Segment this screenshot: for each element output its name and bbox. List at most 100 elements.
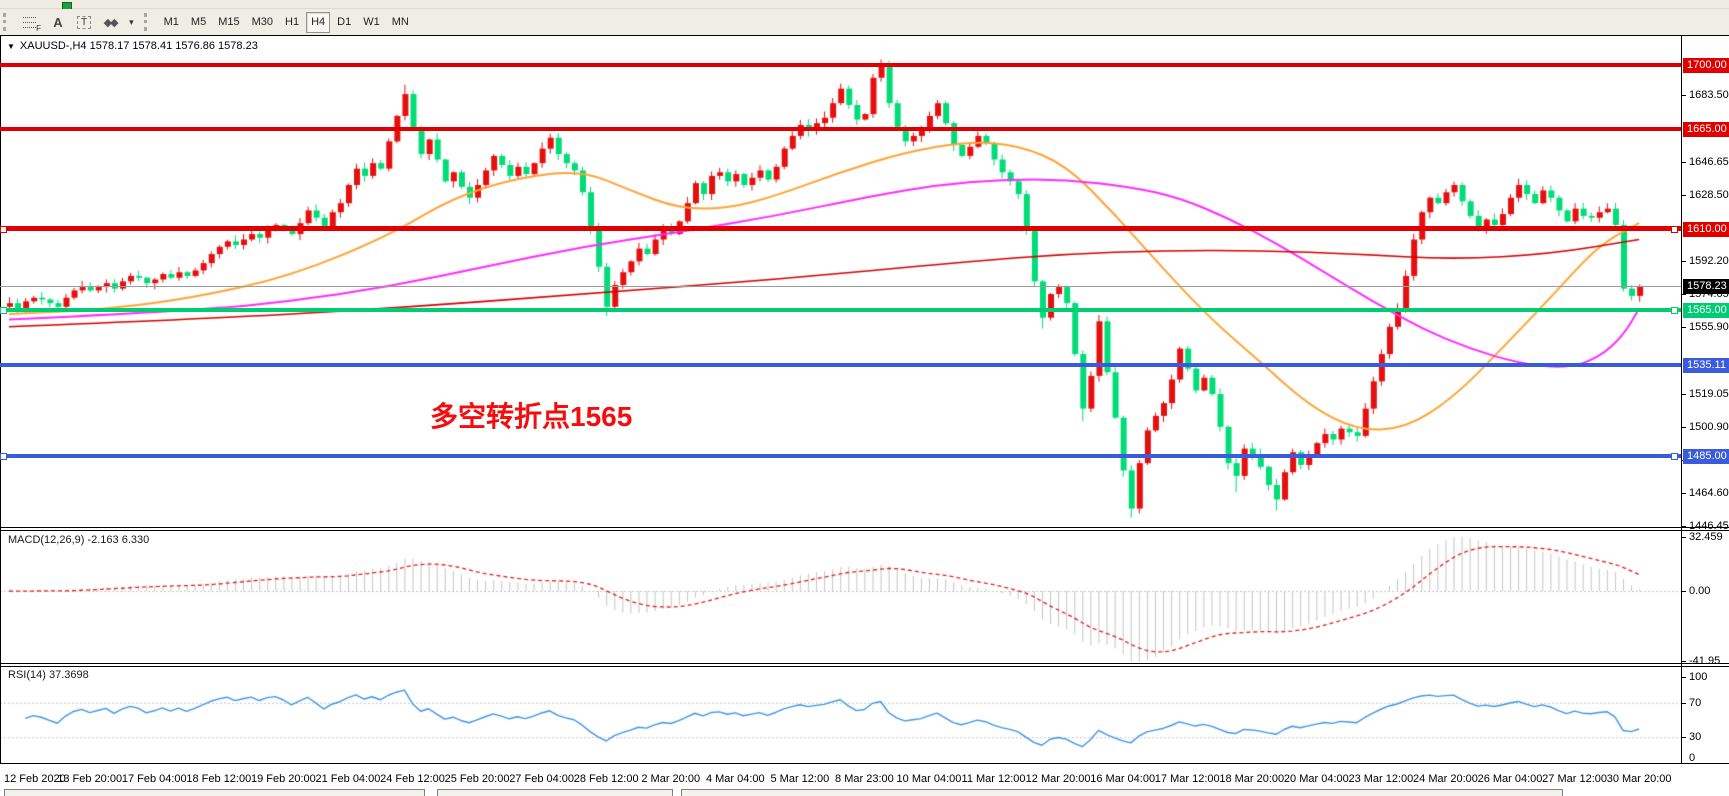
price-tag-1565.00: 1565.00 (1683, 303, 1729, 319)
price-tick-label: 1592.20 (1689, 254, 1729, 267)
rsi-pane-bottom-border (0, 763, 1729, 764)
horizontal-line-1610.00[interactable] (0, 226, 1681, 232)
macd-tick-mark (1681, 537, 1686, 539)
line-endpoint-handle[interactable] (1671, 307, 1678, 315)
text-icon: A (53, 14, 63, 30)
price-axis-border (1681, 35, 1682, 763)
time-axis-label: 25 Feb 20:00 (444, 773, 510, 785)
chart-canvas[interactable] (0, 35, 1681, 763)
text-tool-button[interactable]: A (46, 12, 70, 33)
chart-annotation[interactable]: 多空转折点1565 (430, 401, 633, 432)
time-axis-label: 12 Mar 20:00 (1025, 773, 1091, 785)
time-axis-label: 19 Feb 20:00 (250, 773, 316, 785)
chevron-down-icon: ▾ (129, 16, 134, 27)
line-studies-toolbar: F A T ◆◆ ▾ M1 M5 M15 M30 H1 H4 D1 W1 MN (0, 9, 1729, 36)
time-axis-label: 17 Feb 04:00 (121, 773, 187, 785)
time-axis-label: 28 Feb 12:00 (573, 773, 639, 785)
price-tick-label: 1446.45 (1689, 519, 1729, 532)
rsi-tick-mark (1681, 737, 1686, 739)
rsi-axis-label: 30 (1689, 731, 1702, 744)
time-axis-label: 24 Feb 12:00 (380, 773, 445, 785)
rsi-tick-mark (1681, 763, 1686, 764)
price-tag-1485.00: 1485.00 (1683, 448, 1729, 464)
price-tick-mark (1681, 525, 1686, 527)
fibonacci-icon: F (23, 15, 41, 33)
price-tick-mark (1681, 426, 1686, 428)
bottom-tab-1[interactable] (4, 789, 425, 796)
fibonacci-tool-button[interactable]: F (18, 12, 44, 33)
time-axis-label: 2 Mar 20:00 (641, 773, 701, 785)
horizontal-line-1665.00[interactable] (0, 126, 1681, 131)
price-tick-mark (1681, 94, 1686, 96)
price-tag-1700.00: 1700.00 (1683, 58, 1729, 73)
price-tick-mark (1681, 260, 1686, 262)
horizontal-line-1535.11[interactable] (0, 362, 1681, 367)
text-label-tool-button[interactable]: T (72, 12, 96, 33)
line-endpoint-handle[interactable] (1671, 225, 1678, 233)
timeframe-button-group: M1 M5 M15 M30 H1 H4 D1 W1 MN (159, 11, 414, 33)
line-endpoint-handle[interactable] (1671, 452, 1678, 460)
time-axis-label: 17 Mar 12:00 (1154, 773, 1220, 785)
timeframe-button-m1[interactable]: M1 (159, 12, 184, 33)
rsi-axis-label: 100 (1689, 671, 1708, 683)
time-axis-label: 5 Mar 12:00 (770, 773, 830, 785)
timeframe-button-h1[interactable]: H1 (280, 12, 304, 33)
line-endpoint-handle[interactable] (0, 225, 7, 233)
dropdown-arrow-icon: ▼ (7, 41, 15, 51)
time-axis-label: 30 Mar 20:00 (1606, 773, 1672, 785)
time-axis-label: 16 Mar 04:00 (1090, 773, 1156, 785)
timeframe-button-m15[interactable]: M15 (213, 12, 244, 33)
timeframe-button-h4[interactable]: H4 (306, 11, 331, 33)
shapes-dropdown-button[interactable]: ▾ (124, 12, 139, 33)
price-tick-label: 1628.50 (1689, 188, 1729, 201)
toolbar-top-sliver (0, 0, 1729, 10)
line-endpoint-handle[interactable] (0, 307, 7, 315)
macd-label: MACD(12,26,9) -2.163 6.330 (8, 534, 150, 546)
toolbar-grip[interactable] (3, 13, 13, 31)
timeframe-button-d1[interactable]: D1 (332, 12, 356, 33)
macd-tick-mark (1681, 660, 1686, 662)
timeframe-button-mn[interactable]: MN (387, 12, 414, 33)
symbol-ohlc-text: XAUUSD-,H4 1578.17 1578.41 1576.86 1578.… (19, 40, 258, 52)
time-axis-label: 4 Mar 04:00 (705, 773, 765, 785)
timeframe-button-m30[interactable]: M30 (247, 12, 278, 33)
rsi-axis-label: 0 (1689, 752, 1696, 764)
price-tick-label: 1683.50 (1689, 88, 1729, 101)
rsi-tick-mark (1681, 677, 1686, 678)
horizontal-line-1700.00[interactable] (0, 63, 1681, 67)
line-endpoint-handle[interactable] (0, 452, 7, 460)
macd-axis-label: -41.95 (1689, 654, 1721, 667)
price-tick-label: 1464.60 (1689, 486, 1729, 499)
macd-axis-label: 0.00 (1689, 585, 1711, 597)
timeframe-button-m5[interactable]: M5 (186, 12, 211, 33)
macd-pane-top-border[interactable] (0, 530, 1729, 531)
price-tick-mark (1681, 326, 1686, 328)
shapes-tool-button[interactable]: ◆◆ (98, 12, 122, 33)
time-axis-label: 20 Mar 04:00 (1283, 773, 1349, 785)
bid-price-line (0, 286, 1681, 288)
price-tag-1665.00: 1665.00 (1683, 121, 1729, 137)
price-tick-label: 1646.65 (1689, 155, 1729, 168)
time-axis-label: 26 Mar 04:00 (1477, 773, 1543, 785)
rsi-pane-top-border[interactable] (0, 666, 1729, 667)
time-axis-label: 12 Feb 2020 (4, 773, 66, 785)
macd-pane-bottom-border (0, 663, 1729, 664)
price-tag-1535.11: 1535.11 (1683, 357, 1729, 373)
symbol-info[interactable]: ▼ XAUUSD-,H4 1578.17 1578.41 1576.86 157… (7, 40, 258, 52)
bottom-tab-3[interactable] (681, 789, 1563, 796)
time-axis-label: 10 Mar 04:00 (896, 773, 962, 785)
bottom-tab-2[interactable] (437, 789, 673, 796)
price-tag-1610.00: 1610.00 (1683, 221, 1729, 237)
time-axis-label: 8 Mar 23:00 (835, 773, 894, 785)
time-axis-label: 21 Feb 04:00 (315, 773, 381, 785)
time-axis-label: 18 Feb 12:00 (186, 773, 252, 785)
macd-axis-label: 32.459 (1689, 531, 1723, 544)
toolbar-grip-2[interactable] (143, 13, 154, 31)
horizontal-line-1485.00[interactable] (0, 453, 1681, 458)
time-axis-label: 27 Mar 12:00 (1542, 773, 1607, 785)
macd-tick-mark (1681, 591, 1686, 592)
horizontal-line-1565.00[interactable] (0, 308, 1681, 313)
main-pane-bottom-border (0, 527, 1729, 528)
timeframe-button-w1[interactable]: W1 (358, 12, 385, 33)
